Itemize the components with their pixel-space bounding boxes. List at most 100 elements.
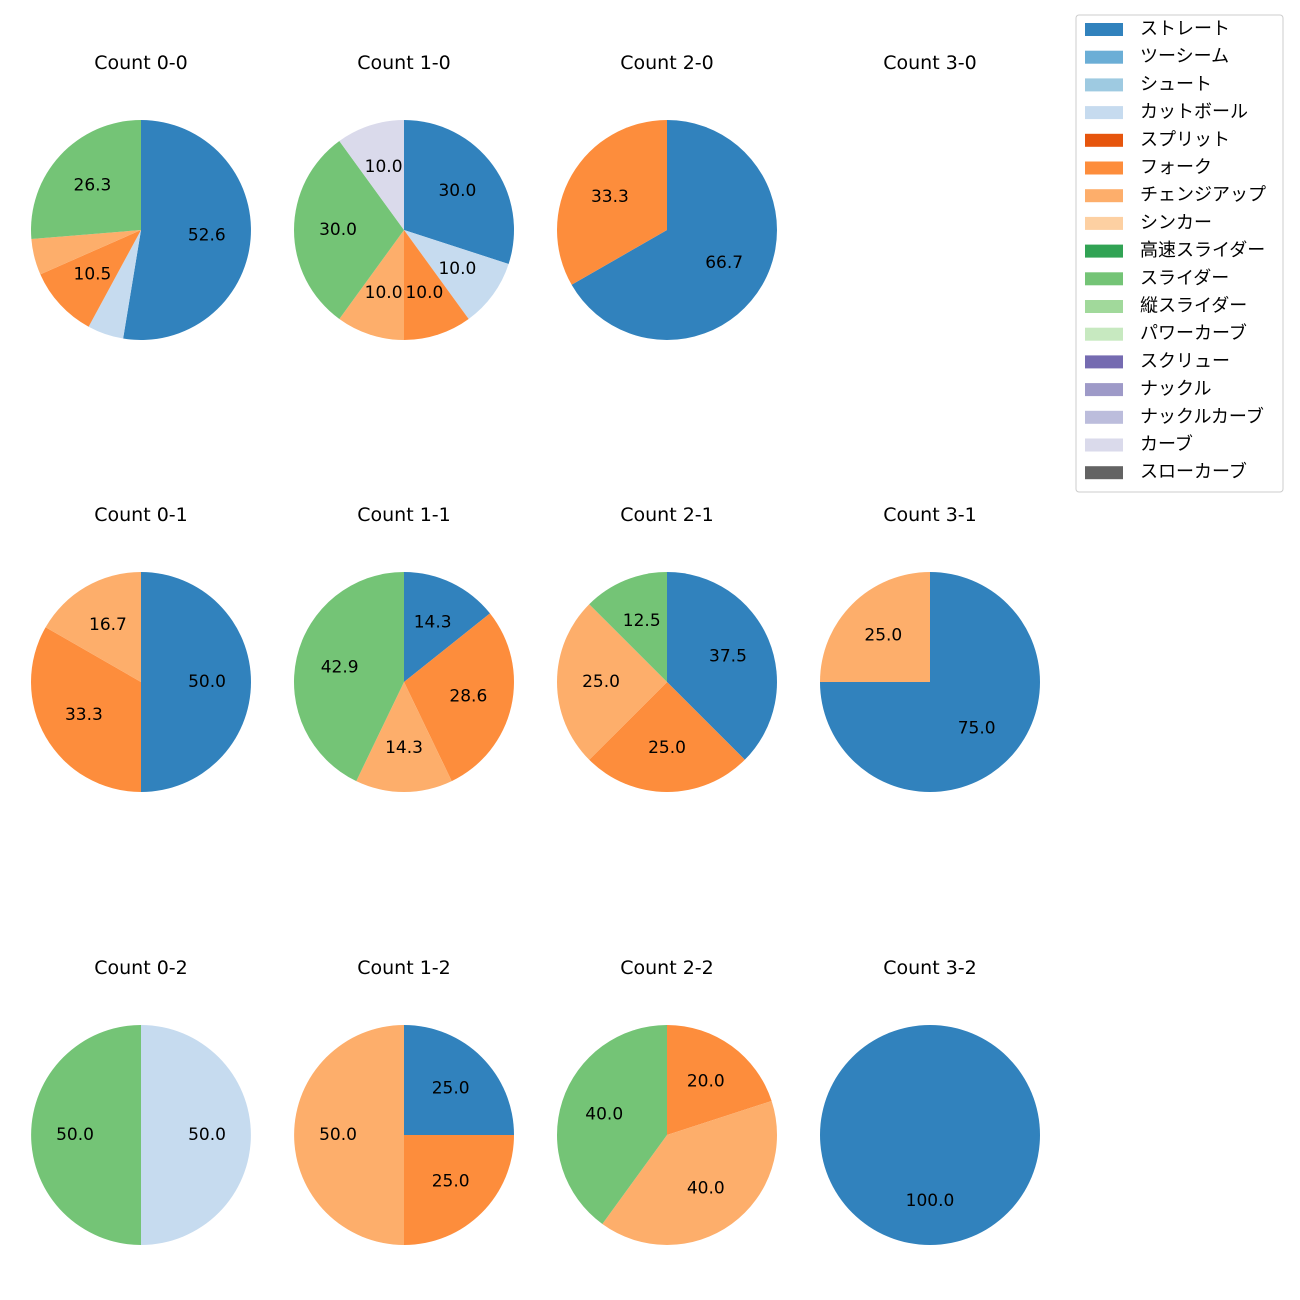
legend-entry: 高速スライダー: [1085, 240, 1265, 261]
pie-chart: Count 3-1 75.0 25.0: [820, 504, 1040, 792]
pie-chart: Count 0-1 50.0 33.3 16.7: [30, 504, 251, 792]
legend-swatch: [1085, 327, 1123, 341]
legend-swatch: [1085, 50, 1123, 64]
legend-label: シュート: [1140, 74, 1212, 95]
pie-value-label: 33.3: [65, 705, 103, 725]
pie-slice-e38395e382a9e383bce382af: [667, 1025, 772, 1135]
pie-value-label: 40.0: [585, 1105, 623, 1125]
pie-chart: Count 2-0 66.7 33.3: [556, 52, 777, 340]
pie-slice-e38381e382a7e383b3e382b8e382a2e38383e38397: [356, 682, 452, 793]
pie-slice-e382b9e38388e383ace383bce38388: [123, 120, 251, 340]
pie-value-label: 52.6: [188, 225, 226, 245]
legend-label: スクリュー: [1140, 351, 1230, 372]
pie-slice-e38395e382a9e383bce382af: [40, 230, 141, 327]
pie-slice-e38381e382a7e383b3e382b8e382a2e38383e38397: [820, 572, 930, 682]
pie-slice-e382b9e383a9e382a4e38380e383bc: [293, 141, 404, 319]
legend-frame: [1075, 14, 1284, 493]
pie-title: Count 1-1: [357, 504, 451, 526]
legend-swatch: [1085, 300, 1123, 313]
legend-entry: ナックル: [1085, 379, 1211, 400]
legend-entry: スクリュー: [1085, 351, 1230, 372]
pie-title: Count 0-2: [94, 957, 188, 979]
legend-entry: ナックルカーブ: [1085, 405, 1264, 427]
legend-swatch: [1085, 189, 1123, 203]
pie-slice-e382b9e383a9e382a4e38380e383bc: [589, 572, 667, 682]
pie-value-label: 42.9: [321, 657, 359, 677]
pie-slice-e382b9e38388e383ace383bce38388: [404, 572, 490, 682]
pie-value-label: 50.0: [188, 1125, 226, 1145]
pie-slice-e382b9e38388e383ace383bce38388: [820, 1025, 1040, 1245]
pie-value-label: 30.0: [438, 181, 476, 201]
legend-swatch: [1085, 133, 1123, 147]
pie-slice-e382b9e38388e383ace383bce38388: [667, 572, 777, 760]
legend-swatch: [1085, 355, 1123, 369]
pie-slice-e382b9e383a9e382a4e38380e383bc: [293, 572, 404, 782]
legend-entry: パワーカーブ: [1085, 322, 1247, 344]
pie-slice-e38381e382a7e383b3e382b8e382a2e38383e38397: [294, 1025, 404, 1245]
pie-chart: Count 0-2 50.0 50.0: [31, 957, 251, 1245]
legend-swatch: [1085, 106, 1123, 120]
legend-entry: カーブ: [1085, 433, 1193, 455]
legend-label: カーブ: [1140, 433, 1193, 455]
legend-label: ナックル: [1140, 379, 1211, 400]
legend-label: チェンジアップ: [1140, 185, 1266, 206]
legend-label: パワーカーブ: [1140, 322, 1247, 344]
legend-swatch: [1085, 383, 1123, 397]
legend-label: シンカー: [1140, 212, 1212, 233]
pie-slice-e382b9e38388e383ace383bce38388: [404, 120, 515, 264]
pie-slice-e382b9e383a9e382a4e38380e383bc: [556, 1025, 667, 1224]
pie-value-label: 25.0: [864, 625, 902, 645]
legend-swatch: [1085, 78, 1123, 92]
legend-swatch: [1085, 466, 1123, 480]
legend-label: ツーシーム: [1140, 46, 1229, 67]
pie-slice-e38395e382a9e383bce382af: [30, 627, 142, 792]
legend-entry: ツーシーム: [1085, 46, 1229, 67]
pie-title: Count 2-1: [620, 504, 714, 526]
legend-swatch: [1085, 410, 1123, 424]
pie-slice-e382abe383bce38396: [339, 120, 404, 230]
pie-slice-e382b9e383a9e382a4e38380e383bc: [31, 120, 141, 239]
pie-value-label: 37.5: [709, 647, 747, 667]
pie-chart: Count 2-2 20.0 40.0 40.0: [556, 957, 778, 1246]
legend-entry: ストレート: [1085, 19, 1230, 40]
pie-value-label: 12.5: [623, 611, 661, 631]
legend-swatch: [1085, 438, 1123, 452]
pie-slice-e382abe38383e38388e3839ce383bce383ab: [88, 230, 141, 339]
pie-chart: Count 2-1 37.5 25.0 25.0 12.5: [557, 504, 777, 792]
pie-value-label: 25.0: [432, 1078, 470, 1098]
pie-slice-e38395e382a9e383bce382af: [404, 230, 469, 340]
pie-title: Count 1-2: [357, 957, 451, 979]
pie-title: Count 1-0: [357, 52, 451, 74]
pie-value-label: 10.0: [365, 157, 403, 177]
legend-items: ストレートツーシームシュートカットボールスプリットフォークチェンジアップシンカー…: [1085, 19, 1266, 483]
pie-title: Count 0-0: [94, 52, 188, 74]
pie-slice-e382b9e38388e383ace383bce38388: [571, 120, 777, 340]
pie-title: Count 3-2: [883, 957, 977, 979]
pie-slice-e382abe38383e38388e3839ce383bce383ab: [404, 230, 509, 319]
pie-title: Count 2-2: [620, 957, 714, 979]
pie-value-label: 66.7: [705, 253, 743, 273]
legend-entry: スローカーブ: [1085, 461, 1247, 483]
pie-value-label: 50.0: [188, 672, 226, 692]
pie-value-label: 33.3: [591, 187, 629, 207]
pie-value-label: 28.6: [449, 687, 487, 707]
pie-slice-e38395e382a9e383bce382af: [404, 1135, 514, 1245]
pie-chart: Count 1-2 25.0 25.0 50.0: [294, 957, 514, 1245]
legend-label: ナックルカーブ: [1140, 405, 1264, 427]
pie-slice-e38395e382a9e383bce382af: [556, 119, 667, 285]
pie-slice-e382abe38383e38388e3839ce383bce383ab: [141, 1025, 251, 1245]
pie-slice-e38381e382a7e383b3e382b8e382a2e38383e38397: [339, 230, 404, 340]
pie-value-label: 10.0: [365, 283, 403, 303]
legend-entry: シンカー: [1085, 212, 1212, 233]
pie-value-label: 25.0: [432, 1172, 470, 1192]
legend-entry: チェンジアップ: [1085, 185, 1266, 206]
pie-value-label: 75.0: [958, 719, 996, 739]
legend-label: カットボール: [1140, 102, 1248, 123]
pie-slice-e38381e382a7e383b3e382b8e382a2e38383e38397: [602, 1101, 778, 1246]
pie-title: Count 3-1: [883, 504, 977, 526]
pie-value-label: 25.0: [582, 672, 620, 692]
pie-slice-e38381e382a7e383b3e382b8e382a2e38383e38397: [31, 230, 141, 275]
legend-swatch: [1085, 244, 1123, 258]
legend-label: 縦スライダー: [1140, 296, 1247, 317]
